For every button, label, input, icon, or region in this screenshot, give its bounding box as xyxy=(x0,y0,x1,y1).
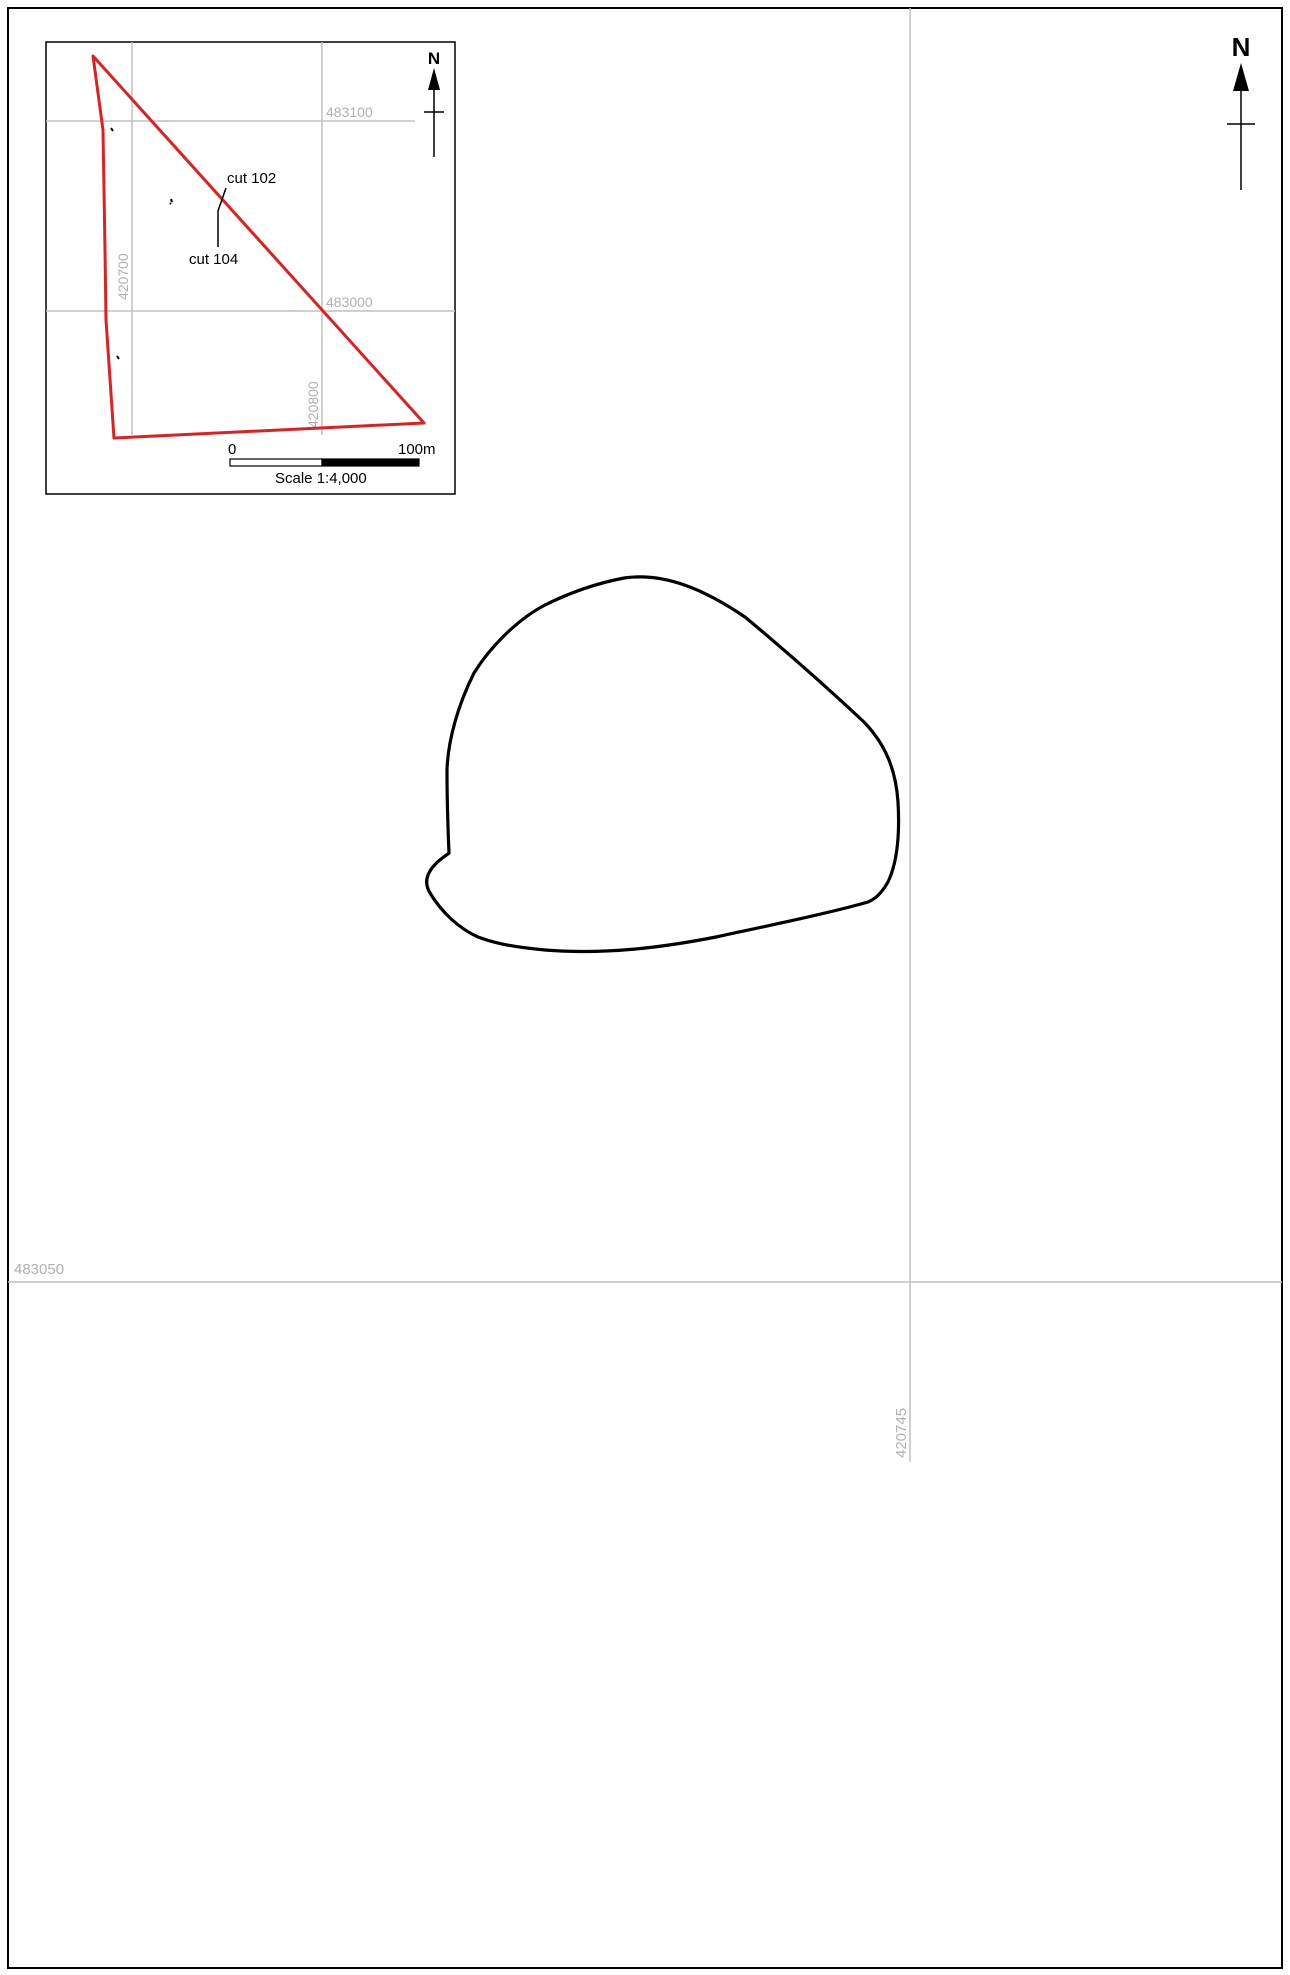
main-north-label: N xyxy=(1232,32,1251,62)
plan-grid-easting-label: 420745 xyxy=(893,1408,910,1458)
north-arrowhead-icon xyxy=(428,68,440,90)
inset-easting-left: 420700 xyxy=(115,253,131,300)
inset-feature-mark xyxy=(116,355,120,360)
location-inset-map: 483100 483000 420700 420800 cut 102 cut … xyxy=(45,41,456,495)
inset-north-label: N xyxy=(428,49,440,68)
sheet-border xyxy=(7,7,1283,1969)
cut-102-pit-edge xyxy=(425,575,901,954)
cut-102-final xyxy=(421,577,898,952)
cut-102-outline xyxy=(425,577,898,952)
inset-leader xyxy=(217,187,227,247)
cut-102-outline-drawn xyxy=(421,577,899,952)
cut-102-plan-outline xyxy=(428,577,899,952)
cut-102-boundary xyxy=(430,577,899,952)
north-arrowhead-icon xyxy=(1233,63,1249,91)
cut-102-perimeter xyxy=(428,577,898,952)
cut-102-boundary-line xyxy=(427,577,898,952)
inset-cut104-label: cut 104 xyxy=(189,251,238,268)
inset-frame xyxy=(45,41,456,495)
cut-102-stroke xyxy=(427,577,899,952)
inset-northing-top: 483100 xyxy=(326,104,373,120)
inset-easting-right: 420800 xyxy=(305,381,321,428)
site-boundary xyxy=(91,54,426,440)
main-north-arrow: N xyxy=(1227,32,1255,190)
cut-102-line xyxy=(427,577,898,952)
feature-102-plan xyxy=(421,575,901,954)
cut-102-perimeter-line xyxy=(428,577,899,952)
inset-north-arrow: N xyxy=(424,49,444,157)
cut-102-edge xyxy=(428,577,899,952)
cut-102-trace xyxy=(430,577,899,952)
inset-feature-mark xyxy=(169,198,173,205)
cut-102-plan-edge xyxy=(430,577,899,952)
cut-102-shape xyxy=(427,577,898,952)
cut-102-drawn xyxy=(427,577,898,952)
plan-grid-northing-label: 483050 xyxy=(14,1261,64,1278)
inset-scale-caption: Scale 1:4,000 xyxy=(275,470,367,487)
cut-102-plan-perimeter xyxy=(430,577,899,952)
cut-102-pit-outline xyxy=(427,577,899,952)
inset-northing-mid: 483000 xyxy=(326,294,373,310)
inset-feature-mark xyxy=(110,127,114,132)
cut-102-ring xyxy=(428,577,899,952)
cut-102-visible-outline xyxy=(428,577,899,952)
cut-102-contour xyxy=(426,577,899,952)
inset-scale-bar: 0 100m Scale 1:4,000 xyxy=(228,441,436,487)
inset-scale-end: 100m xyxy=(398,441,436,458)
inset-scale-start: 0 xyxy=(228,441,236,458)
inset-cut102-label: cut 102 xyxy=(227,170,276,187)
cut-102-true-outline xyxy=(428,577,899,952)
